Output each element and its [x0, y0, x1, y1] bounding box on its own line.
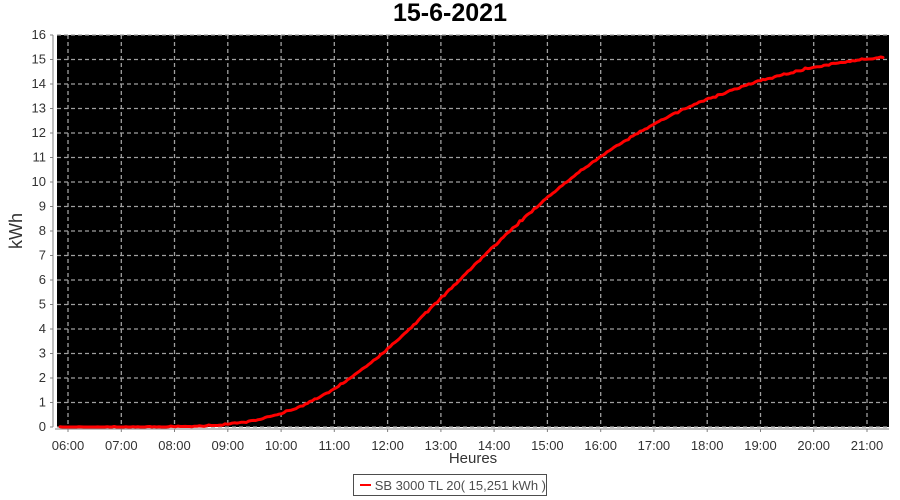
- svg-text:11: 11: [33, 150, 47, 165]
- svg-text:12:00: 12:00: [371, 438, 404, 453]
- svg-text:08:00: 08:00: [158, 438, 191, 453]
- svg-text:13:00: 13:00: [425, 438, 458, 453]
- svg-text:13: 13: [32, 101, 46, 116]
- svg-text:18:00: 18:00: [691, 438, 724, 453]
- svg-text:07:00: 07:00: [105, 438, 138, 453]
- svg-text:19:00: 19:00: [744, 438, 777, 453]
- svg-text:06:00: 06:00: [52, 438, 85, 453]
- svg-text:14:00: 14:00: [478, 438, 511, 453]
- svg-text:09:00: 09:00: [212, 438, 245, 453]
- svg-text:1: 1: [39, 395, 46, 410]
- svg-text:2: 2: [39, 370, 46, 385]
- svg-text:12: 12: [32, 125, 46, 140]
- svg-text:6: 6: [39, 272, 46, 287]
- svg-text:7: 7: [39, 248, 46, 263]
- svg-text:16: 16: [32, 27, 46, 42]
- svg-text:20:00: 20:00: [797, 438, 830, 453]
- svg-text:15:00: 15:00: [531, 438, 564, 453]
- svg-text:8: 8: [39, 223, 46, 238]
- svg-text:9: 9: [39, 199, 46, 214]
- svg-text:3: 3: [39, 346, 46, 361]
- svg-text:11:00: 11:00: [319, 438, 351, 453]
- svg-text:10:00: 10:00: [265, 438, 298, 453]
- svg-text:15: 15: [32, 52, 46, 67]
- svg-text:14: 14: [32, 76, 46, 91]
- svg-text:17:00: 17:00: [638, 438, 671, 453]
- svg-text:10: 10: [32, 174, 46, 189]
- svg-text:4: 4: [39, 321, 46, 336]
- svg-text:21:00: 21:00: [851, 438, 884, 453]
- svg-text:16:00: 16:00: [584, 438, 617, 453]
- svg-text:0: 0: [39, 419, 46, 434]
- svg-text:5: 5: [39, 297, 46, 312]
